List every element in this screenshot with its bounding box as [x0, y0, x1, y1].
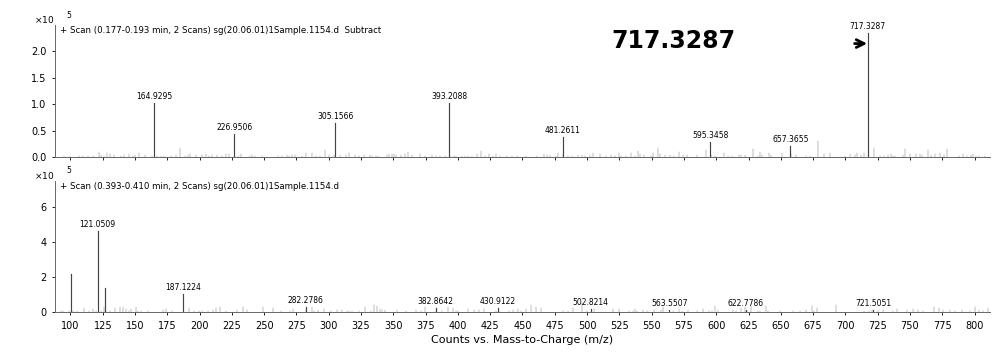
Text: 563.5507: 563.5507 [651, 299, 687, 308]
Text: 622.7786: 622.7786 [728, 299, 764, 308]
Text: $\times$10: $\times$10 [34, 14, 54, 25]
Text: 5: 5 [66, 166, 71, 175]
Text: 717.3287: 717.3287 [611, 29, 735, 53]
Text: $\times$10: $\times$10 [34, 169, 54, 181]
Text: + Scan (0.393-0.410 min, 2 Scans) sg(20.06.01)1Sample.1154.d: + Scan (0.393-0.410 min, 2 Scans) sg(20.… [60, 182, 339, 191]
Text: 721.5051: 721.5051 [855, 299, 891, 308]
Text: 595.3458: 595.3458 [692, 131, 728, 140]
Text: 481.2611: 481.2611 [545, 126, 581, 135]
Text: 121.0509: 121.0509 [80, 220, 116, 229]
Text: 393.2088: 393.2088 [431, 92, 467, 101]
Text: 164.9295: 164.9295 [136, 92, 172, 101]
Text: 717.3287: 717.3287 [850, 22, 886, 31]
Text: 502.8214: 502.8214 [573, 298, 609, 307]
Text: 305.1566: 305.1566 [317, 112, 354, 121]
Text: 430.9122: 430.9122 [480, 298, 516, 307]
Text: + Scan (0.177-0.193 min, 2 Scans) sg(20.06.01)1Sample.1154.d  Subtract: + Scan (0.177-0.193 min, 2 Scans) sg(20.… [60, 27, 381, 36]
X-axis label: Counts vs. Mass-to-Charge (m/z): Counts vs. Mass-to-Charge (m/z) [431, 335, 614, 345]
Text: 382.8642: 382.8642 [418, 297, 454, 306]
Text: 657.3655: 657.3655 [772, 135, 809, 144]
Text: 226.9506: 226.9506 [216, 123, 253, 132]
Text: 187.1224: 187.1224 [165, 283, 201, 292]
Text: 282.2786: 282.2786 [288, 297, 324, 306]
Text: 5: 5 [66, 11, 71, 20]
